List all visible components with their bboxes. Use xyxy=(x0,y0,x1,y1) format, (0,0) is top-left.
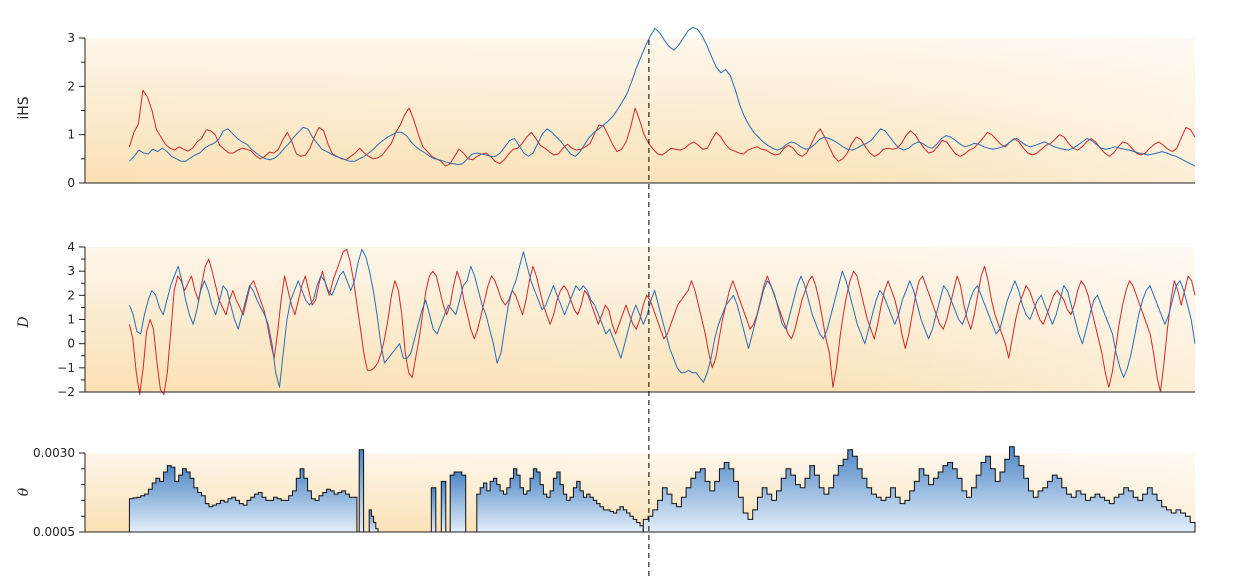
theta-area-segment xyxy=(642,446,1196,533)
series-line-red xyxy=(128,248,1196,395)
y-tick-label: 0.0005 xyxy=(33,525,75,539)
theta-area-segment xyxy=(440,480,447,533)
theta-area-segment xyxy=(368,509,379,533)
y-tick-label: 2 xyxy=(67,288,75,302)
y-tick-label: 0.0030 xyxy=(33,446,75,460)
series-line-blue xyxy=(129,26,1196,167)
y-tick-label: 0 xyxy=(67,337,75,351)
theta-area-segment xyxy=(128,465,358,533)
y-axis-title: D xyxy=(16,316,32,328)
y-axis-title: iHS xyxy=(16,96,32,119)
y-tick-label: 2 xyxy=(67,79,75,93)
y-tick-label: 3 xyxy=(67,31,75,45)
y-tick-label: 4 xyxy=(67,240,75,254)
panel-theta: 0.0005 0.0030 θ xyxy=(16,446,1196,539)
theta-area-segment xyxy=(358,449,365,533)
theta-area-segment xyxy=(449,471,467,533)
y-tick-label: −2 xyxy=(57,385,75,399)
y-tick-label: 1 xyxy=(67,128,75,142)
y-tick-label: −1 xyxy=(57,361,75,375)
series-line-red xyxy=(128,89,1196,167)
y-axis-title: θ xyxy=(16,487,32,496)
y-tick-label: 3 xyxy=(67,264,75,278)
theta-area-segment xyxy=(430,487,437,533)
panel-ihs: 0 1 2 3 iHS xyxy=(16,26,1196,190)
y-tick-label: 0 xyxy=(67,176,75,190)
panel-d: −2 −1 0 1 2 3 4 D xyxy=(16,240,1196,399)
panel-background-fade xyxy=(85,38,1195,183)
y-tick-label: 1 xyxy=(67,313,75,327)
series-line-blue xyxy=(128,248,1196,388)
theta-area-segment xyxy=(476,468,644,533)
